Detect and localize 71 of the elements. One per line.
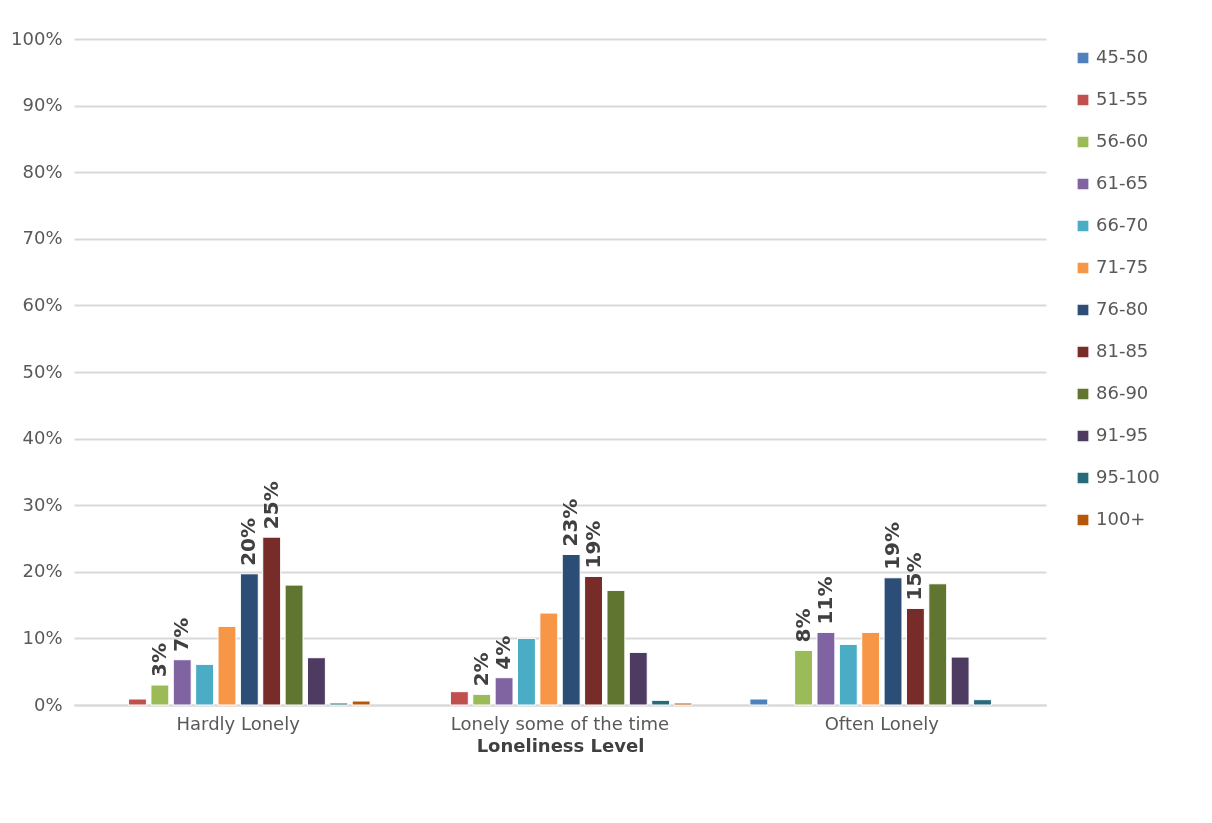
data-label: 15% — [902, 552, 927, 601]
data-label: 8% — [790, 608, 815, 643]
data-label: 4% — [491, 635, 516, 670]
y-tick-label: 80% — [22, 160, 63, 182]
bar — [606, 589, 626, 706]
bar — [329, 702, 349, 706]
bar — [195, 663, 215, 706]
legend-label: 81-85 — [1096, 340, 1149, 361]
data-label: 20% — [236, 517, 261, 566]
data-label: 2% — [468, 652, 493, 687]
y-tick-label: 50% — [22, 360, 63, 382]
bar — [351, 700, 371, 706]
legend-label: 56-60 — [1096, 130, 1149, 151]
y-tick-label: 100% — [11, 27, 63, 49]
x-axis-title: Loneliness Level — [476, 734, 645, 756]
legend-label: 86-90 — [1096, 382, 1149, 403]
bar — [217, 625, 237, 706]
bar — [494, 677, 514, 706]
data-label: 23% — [558, 498, 583, 547]
y-tick-label: 0% — [33, 693, 63, 715]
bar — [150, 684, 170, 706]
bar — [950, 656, 970, 706]
y-tick-label: 30% — [22, 493, 63, 515]
bar — [749, 698, 769, 706]
data-label: 7% — [169, 617, 194, 652]
legend-label: 76-80 — [1096, 298, 1149, 319]
bar — [861, 631, 881, 706]
legend-label: 95-100 — [1096, 466, 1160, 487]
y-tick-label: 60% — [22, 293, 63, 315]
legend-label: 91-95 — [1096, 424, 1149, 445]
bar — [584, 575, 603, 706]
y-tick-label: 20% — [22, 560, 63, 582]
bar — [472, 693, 492, 706]
bar — [239, 573, 259, 706]
legend-label: 71-75 — [1096, 256, 1149, 277]
bar — [816, 631, 836, 706]
bar — [262, 536, 282, 706]
x-tick-label: Often Lonely — [824, 712, 940, 734]
y-tick-label: 40% — [22, 427, 63, 449]
y-tick-label: 10% — [22, 626, 63, 648]
y-tick-label: 70% — [22, 227, 63, 249]
legend-label: 45-50 — [1096, 46, 1149, 67]
bar — [284, 584, 304, 706]
bar — [651, 699, 671, 706]
legend-label: 66-70 — [1096, 214, 1149, 235]
bar — [928, 583, 948, 706]
bar — [973, 699, 992, 706]
data-label: 19% — [580, 520, 605, 569]
legend-label: 61-65 — [1096, 172, 1149, 193]
x-tick-label: Lonely some of the time — [450, 712, 670, 734]
bar — [539, 612, 559, 706]
bar — [306, 657, 326, 706]
bar — [628, 651, 648, 706]
bar — [883, 577, 903, 706]
bar — [172, 659, 192, 706]
data-label: 19% — [880, 521, 905, 570]
legend-label: 100+ — [1096, 508, 1146, 529]
bar — [128, 698, 147, 706]
data-label: 11% — [812, 576, 837, 625]
legend-label: 51-55 — [1096, 88, 1149, 109]
data-label: 3% — [146, 643, 171, 678]
bar — [794, 649, 814, 706]
bar — [517, 637, 536, 706]
x-tick-label: Hardly Lonely — [176, 712, 301, 734]
bar — [673, 702, 693, 706]
bar — [449, 691, 469, 706]
bar — [905, 607, 925, 706]
bar — [561, 553, 581, 706]
data-label: 25% — [258, 481, 283, 530]
bar — [838, 643, 858, 706]
y-tick-label: 90% — [22, 94, 63, 116]
